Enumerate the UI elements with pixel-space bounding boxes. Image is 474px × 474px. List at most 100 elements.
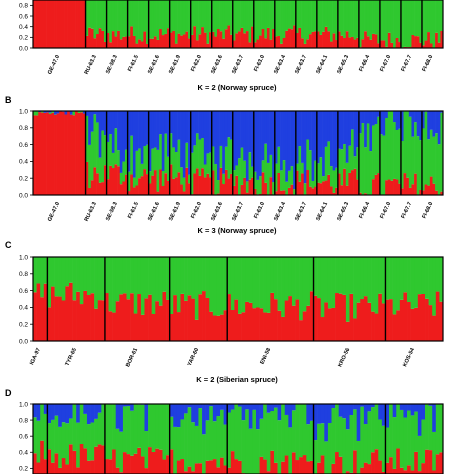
bar-segment xyxy=(303,43,307,48)
bar-segment xyxy=(295,257,300,300)
bar-segment xyxy=(90,111,94,132)
bar-segment xyxy=(403,470,408,474)
bar-segment xyxy=(188,111,191,175)
bar-segment xyxy=(348,111,352,146)
bar-segment xyxy=(387,179,391,195)
population-label: FI-67.7 xyxy=(400,54,413,72)
bar-segment xyxy=(167,28,170,48)
bar-segment xyxy=(364,0,368,32)
bar-segment xyxy=(337,173,341,195)
bar-segment xyxy=(180,404,185,420)
bar-segment xyxy=(190,0,194,35)
bar-segment xyxy=(98,28,102,48)
bar-segment xyxy=(389,404,393,458)
y-tick-label: 0.8 xyxy=(19,125,28,132)
bar-segment xyxy=(211,170,215,195)
bar-segment xyxy=(48,113,52,195)
bar-segment xyxy=(356,0,360,38)
bar-segment xyxy=(56,111,60,114)
bar-segment xyxy=(398,0,402,43)
bar-segment xyxy=(400,188,404,195)
bar-segment xyxy=(414,111,418,123)
bar-segment xyxy=(122,161,126,182)
bar-segment xyxy=(159,111,163,135)
bar-segment xyxy=(385,0,389,47)
bar-segment xyxy=(387,0,391,33)
bar-segment xyxy=(151,313,156,341)
bar-segment xyxy=(345,429,350,472)
bar-segment xyxy=(314,160,318,187)
bar-segment xyxy=(264,111,268,144)
bar-segment xyxy=(127,171,131,192)
bar-segment xyxy=(85,35,89,48)
bar-segment xyxy=(280,43,283,48)
bar-segment xyxy=(85,161,89,195)
bar-segment xyxy=(94,418,99,447)
bar-segment xyxy=(117,166,121,195)
bar-segment xyxy=(191,257,196,299)
bar-segment xyxy=(111,152,115,169)
bar-segment xyxy=(164,33,168,48)
bar-segment xyxy=(85,0,89,36)
bar-segment xyxy=(220,314,224,341)
bar-segment xyxy=(345,321,350,341)
bar-segment xyxy=(223,404,228,425)
bar-segment xyxy=(48,111,52,113)
bar-segment xyxy=(377,173,381,195)
bar-segment xyxy=(185,31,189,48)
bar-segment xyxy=(432,431,437,471)
bar-segment xyxy=(361,39,365,48)
bar-segment xyxy=(230,257,235,311)
bar-segment xyxy=(306,39,310,48)
bar-segment xyxy=(291,257,296,306)
bar-segment xyxy=(103,0,107,42)
bar-segment xyxy=(248,152,252,180)
bar-segment xyxy=(135,0,139,44)
bar-segment xyxy=(94,308,99,341)
bar-segment xyxy=(374,0,378,35)
bar-segment xyxy=(287,187,291,195)
bar-segment xyxy=(126,406,131,455)
bar-segment xyxy=(238,111,241,159)
bar-segment xyxy=(290,184,294,195)
bar-segment xyxy=(274,0,278,37)
bar-segment xyxy=(46,0,50,48)
bar-segment xyxy=(109,134,113,166)
bar-segment xyxy=(399,257,404,300)
bar-segment xyxy=(72,450,77,474)
bar-segment xyxy=(90,28,94,48)
bar-segment xyxy=(379,134,383,195)
bar-segment xyxy=(230,111,234,140)
bar-segment xyxy=(419,0,423,43)
bar-segment xyxy=(90,0,94,29)
bar-segment xyxy=(227,111,231,138)
bar-segment xyxy=(190,152,194,195)
bar-segment xyxy=(240,111,244,148)
bar-segment xyxy=(240,0,244,28)
bar-segment xyxy=(43,283,48,341)
panel-a-title: K = 2 (Norway spruce) xyxy=(198,83,277,92)
bar-segment xyxy=(143,146,147,170)
bar-segment xyxy=(35,0,39,48)
bar-segment xyxy=(241,404,246,421)
bar-segment xyxy=(248,428,253,474)
bar-segment xyxy=(96,0,100,35)
population-label: GE-47.0 xyxy=(47,201,61,222)
bar-segment xyxy=(214,0,218,37)
bar-segment xyxy=(162,459,167,474)
bar-segment xyxy=(371,257,375,312)
bar-segment xyxy=(124,36,128,48)
bar-segment xyxy=(119,472,124,474)
bar-segment xyxy=(338,416,343,457)
bar-segment xyxy=(241,420,246,474)
bar-segment xyxy=(40,112,44,195)
bar-segment xyxy=(317,423,322,463)
bar-segment xyxy=(58,257,63,297)
bar-segment xyxy=(167,0,170,29)
bar-segment xyxy=(153,36,157,48)
bar-segment xyxy=(345,185,349,195)
bar-segment xyxy=(428,305,433,341)
bar-segment xyxy=(356,37,360,48)
bar-segment xyxy=(140,0,144,42)
bar-segment xyxy=(348,145,352,173)
